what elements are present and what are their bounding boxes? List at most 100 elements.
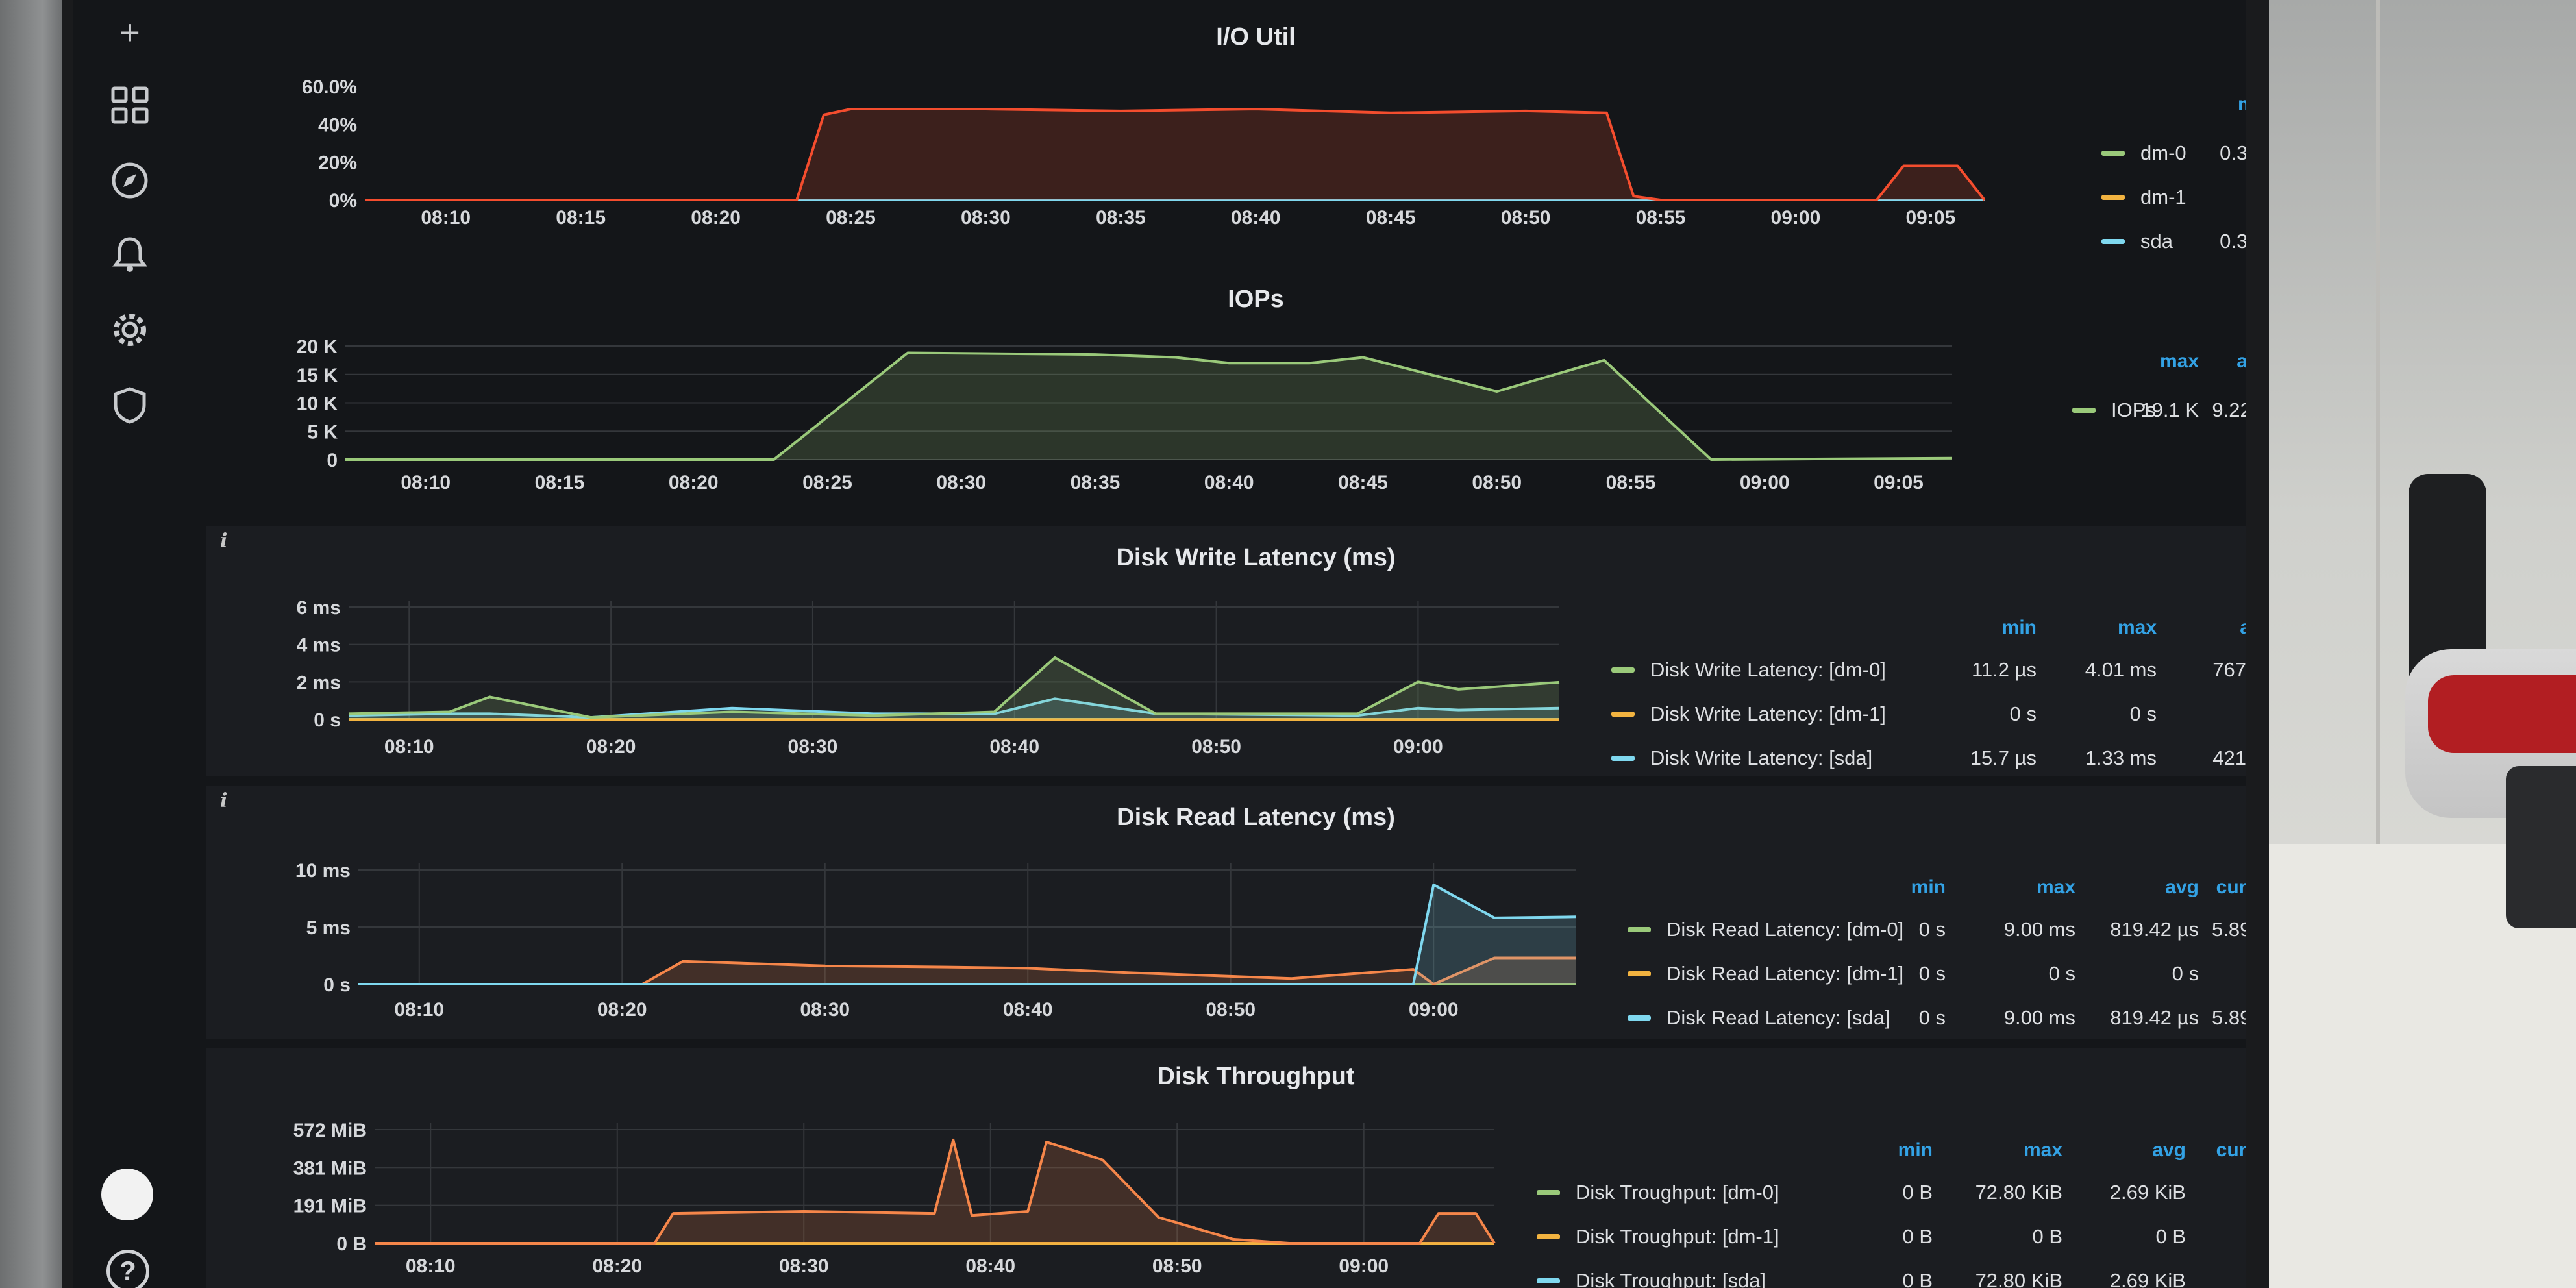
series-line[interactable] (348, 656, 1560, 719)
y-tick-label: 572 MiB (293, 1120, 367, 1141)
x-tick-label: 08:35 (1096, 207, 1146, 229)
panel-title: Disk Throughput (1157, 1063, 1355, 1090)
legend-value: 767 µs (2212, 658, 2246, 681)
legend-series-name: dm-0 (2140, 142, 2186, 164)
x-tick-label: 09:00 (1740, 472, 1790, 493)
legend-value: 0.30% (2220, 142, 2246, 164)
legend-header: max (2199, 93, 2246, 116)
y-tick-label: 60.0% (302, 77, 357, 98)
background-left (0, 0, 71, 1288)
x-tick-label: 08:50 (1501, 207, 1551, 229)
legend-value: 4.01 ms (2085, 658, 2157, 681)
x-tick-label: 09:05 (1874, 472, 1924, 493)
legend-swatch (1628, 971, 1651, 976)
y-tick-label: 0 B (336, 1233, 367, 1255)
series-line[interactable] (365, 108, 1986, 201)
legend-row[interactable]: Disk Write Latency: [dm-0] 11.2 µs 4.01 ms… (1595, 654, 2246, 687)
info-icon[interactable]: i (220, 789, 228, 812)
legend-swatch (2101, 195, 2125, 200)
x-tick-label: 08:45 (1366, 207, 1416, 229)
legend-series-name: Disk Write Latency: [dm-0] (1650, 658, 1886, 681)
x-tick-label: 08:30 (779, 1256, 829, 1277)
legend-header: avg (2236, 351, 2246, 372)
avatar[interactable] (101, 1169, 153, 1220)
sidebar: + ? (73, 0, 203, 1288)
plus-icon[interactable]: + (119, 13, 140, 52)
x-tick-label: 08:45 (1338, 472, 1388, 493)
y-tick-label: 40% (318, 114, 357, 136)
chair-back (2409, 474, 2486, 682)
legend-value: 0 s (2176, 702, 2246, 726)
x-tick-label: 08:35 (1071, 472, 1121, 493)
legend-header: avg (2240, 617, 2246, 638)
x-tick-label: 08:40 (1231, 207, 1281, 229)
legend-value: 0 B (2205, 1225, 2246, 1248)
legend-value: 5.89 ms (2212, 1006, 2246, 1029)
legend-value: 0% (2199, 186, 2246, 209)
throughput-legend: min max avg current Disk Troughput: [dm-0] 0 … (1524, 1133, 2246, 1288)
x-tick-label: 08:55 (1606, 472, 1656, 493)
x-tick-label: 08:30 (788, 736, 838, 758)
y-tick-label: 0 s (323, 974, 351, 996)
dashboards-icon[interactable] (104, 79, 156, 131)
legend-row[interactable]: Disk Troughput: [dm-1] 0 B 0 B 0 B 0 B (1524, 1221, 2246, 1254)
legend-series-name: Disk Read Latency: [sda] (1666, 1006, 1890, 1029)
legend-value: 819.42 µs (2110, 918, 2199, 941)
iops-legend: maxavgcurrentIOPs19.1 K9.22 K246 (1933, 351, 2246, 432)
x-tick-label: 08:20 (691, 207, 741, 229)
iops-chart[interactable]: 0 5 K 10 K 15 K 20 K 08:10 08:15 08:20 08:25 08:3… (206, 273, 1959, 516)
io-util-chart[interactable]: 0% 20% 40% 60.0% 08:10 08:15 08:20 08:25 08:30 08… (206, 0, 1991, 250)
legend-header: avg (2165, 876, 2199, 898)
legend-row[interactable]: Disk Read Latency: [dm-1] 0 s 0 s 0 s 0 s (1615, 958, 2246, 991)
x-tick-label: 08:20 (597, 999, 647, 1021)
legend-row[interactable]: Disk Troughput: [dm-0] 0 B 72.80 KiB 2.69 K… (1524, 1177, 2246, 1209)
legend-value: 0 B (2205, 1269, 2246, 1288)
legend-series-name: Disk Write Latency: [dm-1] (1650, 702, 1886, 725)
legend-row[interactable]: Disk Read Latency: [sda] 0 s 9.00 ms 819.42… (1615, 1002, 2246, 1035)
info-icon[interactable]: i (220, 530, 228, 552)
series-line[interactable] (375, 1138, 1496, 1245)
legend-row[interactable]: Disk Read Latency: [dm-0] 0 s 9.00 ms 819.4… (1615, 914, 2246, 947)
legend-swatch (2101, 151, 2125, 156)
legend-value: 9.22 K (2212, 399, 2246, 421)
series-area (365, 109, 1985, 200)
y-tick-label: 15 K (297, 365, 338, 386)
bottle-label (2428, 675, 2576, 753)
x-tick-label: 08:55 (1636, 207, 1686, 229)
write-latency-chart[interactable]: 0 s 2 ms 4 ms 6 ms 08:10 08:20 08:30 08:40 08:50… (206, 526, 1634, 776)
x-tick-label: 08:30 (961, 207, 1011, 229)
series-line[interactable] (345, 351, 1953, 461)
legend-row[interactable]: Disk Write Latency: [dm-1]0 s0 s0 s0 s (1595, 699, 2246, 731)
gear-icon[interactable] (104, 304, 156, 356)
throughput-chart[interactable]: 0 B 191 MiB 381 MiB 572 MiB 08:10 08:20 08:30 0… (206, 1048, 1569, 1288)
help-icon[interactable]: ? (106, 1250, 149, 1288)
legend-row[interactable]: Disk Write Latency: [sda] 15.7 µs 1.33 ms 4… (1595, 743, 2246, 775)
panel-iops: IOPs 0 5 K 10 K 15 K 20 K 08:10 08:15 08:20 08:2… (206, 273, 2246, 516)
legend-header: current (2216, 1139, 2246, 1161)
legend-swatch (1628, 1015, 1651, 1021)
legend-row[interactable]: Disk Troughput: [sda] 0 B 72.80 KiB 2.69 Ki… (1524, 1265, 2246, 1288)
legend-row[interactable]: dm-10%0% (1965, 182, 2246, 214)
x-tick-label: 08:15 (535, 472, 585, 493)
series-line[interactable] (348, 697, 1560, 719)
legend-value: 0 B (1902, 1269, 1933, 1288)
legend-value: 0 s (2172, 962, 2199, 985)
series-line[interactable] (358, 883, 1576, 985)
legend-header: avg (2152, 1139, 2186, 1161)
x-tick-label: 08:15 (556, 207, 606, 229)
alerting-icon[interactable] (104, 229, 156, 280)
series-line[interactable] (358, 956, 1576, 985)
x-tick-label: 08:40 (1003, 999, 1053, 1021)
x-tick-label: 09:00 (1393, 736, 1443, 758)
legend-value: 19.1 K (2140, 399, 2199, 421)
explore-icon[interactable] (104, 155, 156, 206)
x-tick-label: 09:00 (1339, 1256, 1389, 1277)
legend-value: 819.42 µs (2110, 1006, 2199, 1029)
shield-icon[interactable] (104, 379, 156, 431)
read-latency-chart[interactable]: 0 s 5 ms 10 ms 08:10 08:20 08:30 08:40 08:50 09:… (206, 786, 1647, 1039)
legend-row[interactable]: dm-00.30%0.00% (1965, 138, 2246, 170)
x-tick-label: 09:00 (1409, 999, 1459, 1021)
wall-edge (2376, 0, 2380, 1288)
